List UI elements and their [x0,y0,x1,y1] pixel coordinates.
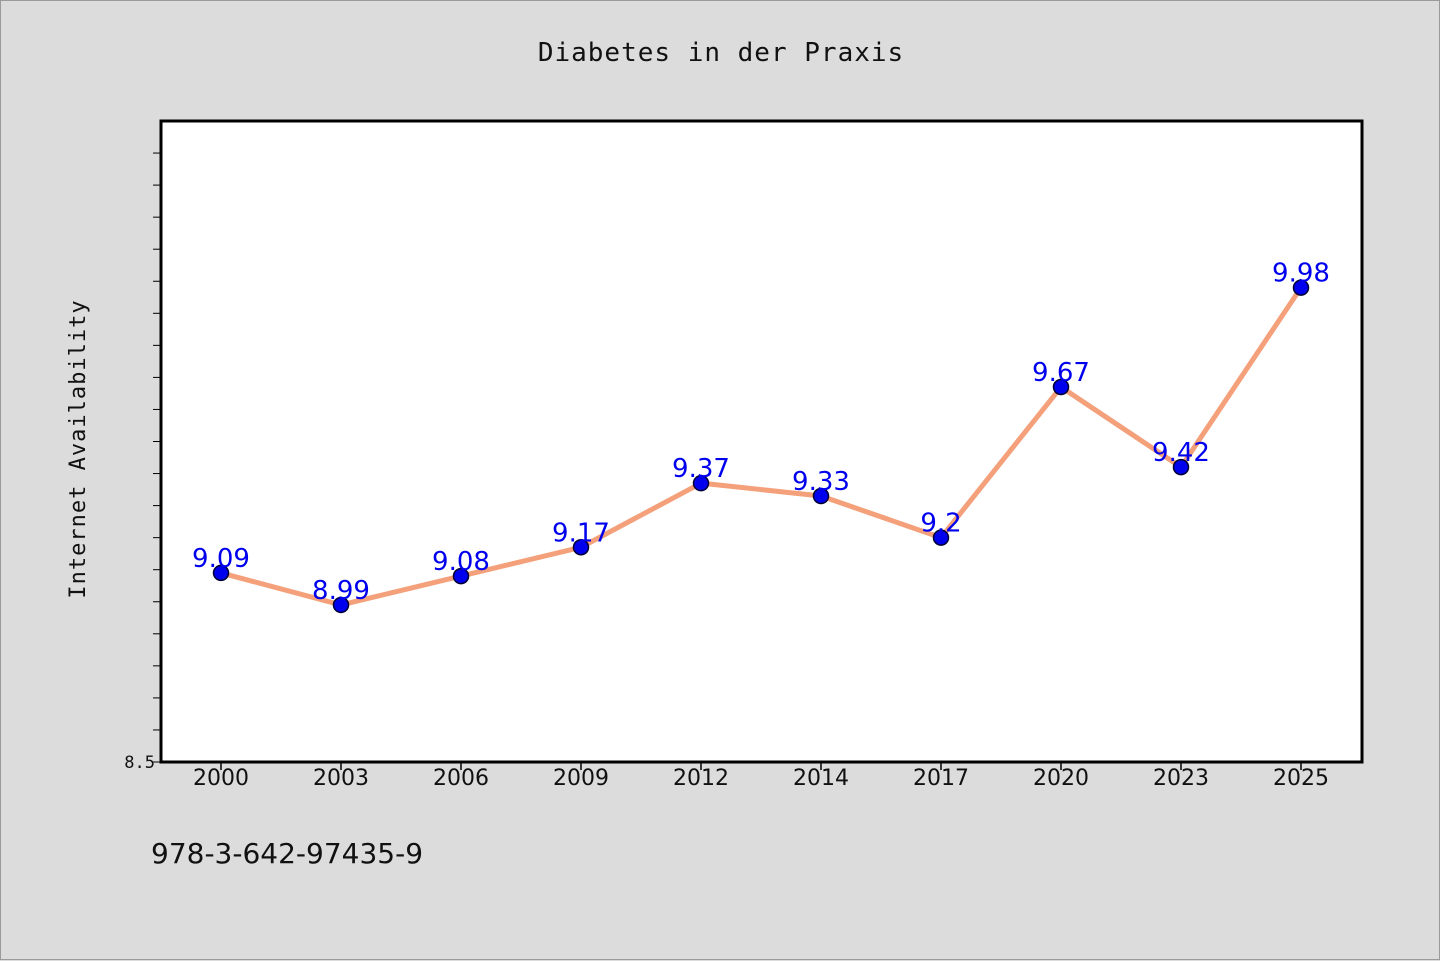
data-label: 9.37 [672,454,730,484]
x-tick-label: 2012 [673,766,729,791]
data-point-marker [932,529,950,546]
y-tick-label: 8.5 [124,753,155,773]
y-axis-label: Internet Availability [66,299,91,598]
y-axis-ticks: 8.5 [124,152,161,773]
data-point-marker [692,474,710,492]
data-label: 9.42 [1152,438,1210,468]
data-point-marker [1172,458,1190,476]
data-label: 9.2 [920,509,961,539]
data-point-marker [212,564,230,582]
chart-title: Diabetes in der Praxis [538,38,904,68]
data-label: 9.98 [1272,259,1330,289]
series-line-group [218,285,1304,608]
data-label: 8.99 [312,576,370,606]
data-markers [212,279,1310,614]
x-tick-label: 2003 [313,766,369,791]
x-tick-label: 2023 [1153,766,1209,791]
x-axis-ticks: 2000 2003 2006 2009 2012 2014 2017 2020 2023 2025 [193,762,1329,791]
isbn-footer: 978-3-642-97435-9 [151,837,423,870]
data-point-marker [812,487,830,505]
plot-area [159,119,1364,764]
data-point-marker [572,539,590,556]
data-point-marker [332,596,350,614]
data-label: 9.33 [792,467,850,497]
x-tick-label: 2009 [553,766,609,791]
x-tick-label: 2000 [193,766,249,791]
data-point-marker [1292,279,1310,296]
x-tick-label: 2025 [1273,766,1329,791]
data-label: 9.09 [192,544,250,574]
data-label: 9.17 [552,518,610,548]
data-point-marker [1052,378,1070,396]
x-tick-label: 2014 [793,766,849,791]
data-labels: 9.09 8.99 9.08 9.17 9.37 9.33 9.2 9.67 9.42 9.98 [192,259,1330,606]
data-point-marker [452,567,470,585]
x-tick-label: 2020 [1033,766,1089,791]
data-label: 9.08 [432,547,490,577]
x-tick-label: 2017 [913,766,969,791]
series-line [218,285,1304,608]
data-label: 9.67 [1032,358,1090,388]
x-tick-label: 2006 [433,766,489,791]
